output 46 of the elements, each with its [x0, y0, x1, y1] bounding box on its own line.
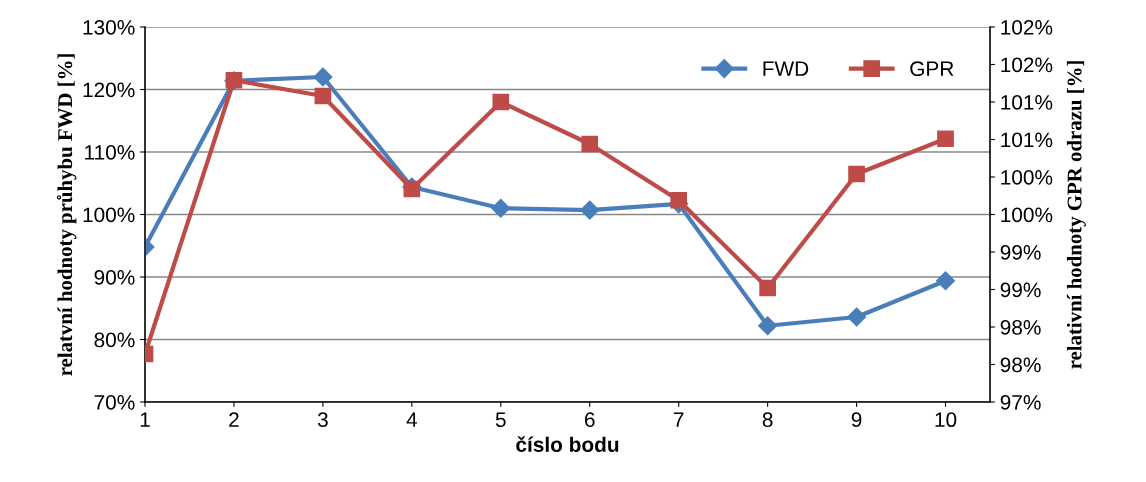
x-tick-label: 5 — [495, 412, 506, 428]
y2-axis-title: relativní hodnoty GPR odrazu [%] — [1066, 61, 1086, 369]
y2-tick-label: 100% — [1001, 207, 1053, 223]
point — [580, 200, 600, 220]
y2-tick-label: 97% — [1000, 395, 1041, 410]
point — [758, 316, 778, 336]
y2-tick-label: 100% — [1001, 170, 1053, 185]
point — [313, 67, 333, 87]
x-tick-label: 2 — [229, 412, 239, 427]
y-tick-label: 110% — [85, 145, 135, 160]
y2-tick-label: 101% — [1001, 95, 1053, 110]
point — [848, 165, 865, 183]
y-tick-label: 90% — [94, 270, 135, 285]
x-axis-title: číslo bodu — [516, 436, 619, 452]
x-tick-label: 1 — [140, 412, 150, 427]
x-tick-label: 10 — [935, 412, 957, 428]
legend-label: GPR — [910, 61, 954, 77]
y2-tick-label: 102% — [1001, 57, 1053, 73]
y-tick-label: 100% — [83, 207, 135, 223]
point — [314, 87, 332, 105]
y2-tick-label: 98% — [1000, 320, 1041, 335]
x-tick-label: 7 — [673, 412, 684, 427]
y-tick-label: 130% — [83, 20, 135, 35]
y2-tick-label: 101% — [1001, 132, 1053, 148]
y2-tick-label: 98% — [1000, 357, 1041, 373]
y-tick-label: 80% — [94, 332, 135, 348]
point — [937, 130, 954, 148]
x-tick-label: 4 — [406, 412, 418, 427]
point — [759, 279, 776, 297]
point — [935, 271, 956, 291]
y2-tick-label: 99% — [1000, 245, 1041, 260]
point — [670, 191, 688, 209]
point — [491, 198, 511, 218]
y2-tick-label: 102% — [1001, 20, 1053, 35]
point — [492, 93, 510, 111]
y-tick-label: 120% — [83, 82, 135, 98]
point — [847, 307, 867, 327]
x-tick-label: 6 — [585, 412, 595, 428]
y-tick-label: 70% — [94, 395, 135, 410]
x-tick-label: 3 — [317, 412, 328, 428]
point — [581, 135, 599, 153]
x-tick-label: 8 — [762, 412, 773, 428]
legend-label: FWD — [763, 61, 809, 76]
y-axis-title: relatvní hodnoty průhybu FWD [%] — [56, 54, 77, 376]
y2-tick-label: 99% — [1000, 282, 1041, 298]
x-tick-label: 9 — [851, 412, 862, 428]
